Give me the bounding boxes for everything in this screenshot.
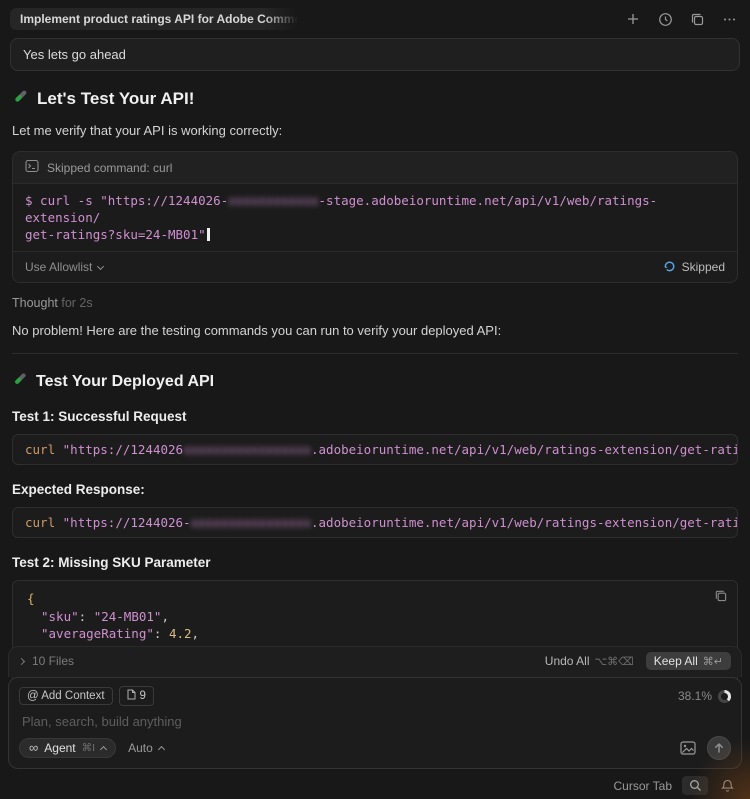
keep-all-label: Keep All: [653, 654, 698, 668]
copy-chat-icon[interactable]: [688, 10, 706, 28]
skipped-status-label: Skipped: [681, 260, 725, 274]
command-line2: get-ratings?sku=24-MB01": [25, 227, 206, 242]
json-comma: ,: [191, 626, 200, 641]
context-usage-percent: 38.1%: [677, 689, 712, 703]
redacted-segment: xxxxxxxxxxxx: [228, 193, 319, 208]
agent-mode-dropdown[interactable]: ∞ Agent ⌘I: [19, 738, 117, 758]
status-bar: Cursor Tab: [0, 772, 750, 799]
test-tube-icon: [12, 88, 29, 110]
agent-mode-shortcut: ⌘I: [81, 742, 96, 754]
copy-icon[interactable]: [714, 589, 727, 607]
keep-all-button[interactable]: Keep All ⌘↵: [645, 652, 731, 670]
expected1-code-block[interactable]: curl "https://1244026-xxxxxxxxxxxxxxxx.a…: [12, 507, 738, 538]
composer-area: 10 Files Undo All ⌥⌘⌫ Keep All ⌘↵ @ Add …: [8, 646, 742, 769]
chevron-down-icon: [97, 262, 105, 270]
url-prefix: "https://1244026: [62, 442, 184, 457]
chevron-up-icon: [100, 745, 108, 754]
json-separator: :: [153, 626, 169, 641]
context-usage-donut-icon: [718, 689, 731, 703]
json-value: "24-MB01": [93, 608, 162, 624]
test1-heading: Test 1: Successful Request: [12, 409, 187, 424]
thought-duration-row[interactable]: Thought for 2s: [12, 296, 738, 310]
undo-all-button[interactable]: Undo All ⌥⌘⌫: [545, 654, 634, 668]
magnifier-icon[interactable]: [682, 776, 708, 795]
json-key: "sku": [41, 608, 79, 624]
command-line1-prefix: $ curl -s "https://1244026-: [25, 193, 229, 208]
intro-text: Let me verify that your API is working c…: [12, 123, 283, 138]
add-context-button[interactable]: @ Add Context: [19, 687, 113, 705]
json-value: 4.2: [168, 626, 192, 641]
test-tube-icon: [12, 371, 28, 392]
json-open-brace: {: [27, 591, 35, 606]
context-usage-indicator[interactable]: 38.1%: [678, 689, 731, 703]
url-suffix: .adobeioruntime.net/api/v1/web/ratings-e…: [311, 515, 737, 530]
new-chat-plus-icon[interactable]: [624, 10, 642, 28]
use-allowlist-dropdown[interactable]: Use Allowlist: [25, 260, 105, 274]
keep-all-shortcut: ⌘↵: [702, 655, 723, 668]
cursor-tab-label[interactable]: Cursor Tab: [613, 778, 672, 793]
thought-label: Thought: [12, 296, 58, 310]
text-cursor: [206, 228, 210, 241]
expected-response-heading-1: Expected Response:: [12, 482, 145, 497]
json-separator: :: [78, 608, 94, 624]
test1-code-block[interactable]: curl "https://1244026xxxxxxxxxxxxxxxxx.a…: [12, 434, 738, 465]
json-key: "averageRating": [41, 626, 154, 641]
curl-keyword: curl: [25, 442, 63, 457]
agent-mode-label: Agent: [44, 741, 76, 755]
skipped-command-block: Skipped command: curl $ curl -s "https:/…: [12, 151, 738, 283]
use-allowlist-label: Use Allowlist: [25, 260, 93, 274]
history-clock-icon[interactable]: [656, 10, 674, 28]
chat-composer[interactable]: @ Add Context 9 38.1% Plan, search, buil…: [8, 677, 742, 769]
attached-files-count: 9: [139, 690, 146, 702]
test2-heading: Test 2: Missing SKU Parameter: [12, 555, 211, 570]
attach-image-icon[interactable]: [679, 739, 697, 757]
files-expander[interactable]: 10 Files: [17, 654, 75, 668]
followup-text: No problem! Here are the testing command…: [12, 323, 502, 338]
infinity-icon: ∞: [29, 740, 39, 755]
files-count-label: 10 Files: [32, 654, 75, 668]
url-suffix: .adobeioruntime.net/api/v1/web/ratings-e…: [311, 442, 737, 457]
command-line1-suffix: -stage.adobeioruntime.net/api/v1/web/rat…: [25, 193, 658, 225]
user-message-bubble[interactable]: Yes lets go ahead: [10, 38, 740, 71]
chevron-up-icon: [157, 745, 165, 754]
terminal-icon: [25, 159, 39, 176]
command-code[interactable]: $ curl -s "https://1244026-xxxxxxxxxxxx-…: [13, 184, 737, 251]
add-context-label: @ Add Context: [27, 690, 105, 702]
section-heading-1: Let's Test Your API!: [37, 89, 195, 108]
changed-files-bar: 10 Files Undo All ⌥⌘⌫ Keep All ⌘↵: [8, 646, 742, 677]
redacted-segment: xxxxxxxxxxxxxxxxx: [183, 442, 311, 457]
redacted-segment: xxxxxxxxxxxxxxxx: [190, 515, 311, 530]
file-icon: [127, 689, 136, 703]
skipped-status: Skipped: [663, 259, 725, 275]
section-divider: [12, 353, 738, 354]
assistant-response: Let's Test Your API! Let me verify that …: [0, 88, 750, 720]
attached-files-chip[interactable]: 9: [118, 686, 154, 706]
notifications-bell-icon[interactable]: [718, 777, 736, 795]
model-label: Auto: [128, 741, 153, 755]
skip-arrow-icon: [663, 259, 676, 275]
skipped-command-label: Skipped command: curl: [47, 160, 173, 175]
undo-all-shortcut: ⌥⌘⌫: [594, 655, 634, 668]
composer-input[interactable]: Plan, search, build anything: [22, 713, 182, 729]
send-button[interactable]: [707, 736, 731, 760]
chat-tab-title[interactable]: Implement product ratings API for Adobe …: [10, 8, 298, 30]
chat-top-bar: Implement product ratings API for Adobe …: [0, 0, 750, 30]
thought-duration: for 2s: [57, 296, 93, 310]
model-dropdown[interactable]: Auto: [128, 741, 165, 755]
more-options-ellipsis-icon[interactable]: [720, 10, 738, 28]
json-comma: ,: [161, 608, 169, 624]
user-message-text: Yes lets go ahead: [23, 47, 126, 62]
curl-keyword: curl: [25, 515, 63, 530]
chevron-right-icon: [17, 657, 26, 665]
section-heading-2: Test Your Deployed API: [36, 372, 215, 390]
url-prefix: "https://1244026-: [62, 515, 191, 530]
undo-all-label: Undo All: [544, 654, 590, 668]
